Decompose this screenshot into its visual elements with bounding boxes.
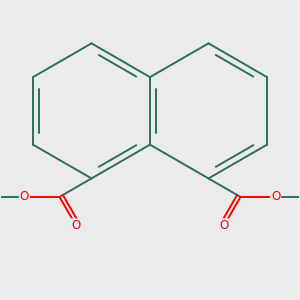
Text: O: O [71, 219, 81, 232]
Text: O: O [219, 219, 229, 232]
Text: O: O [271, 190, 280, 203]
Text: O: O [20, 190, 29, 203]
